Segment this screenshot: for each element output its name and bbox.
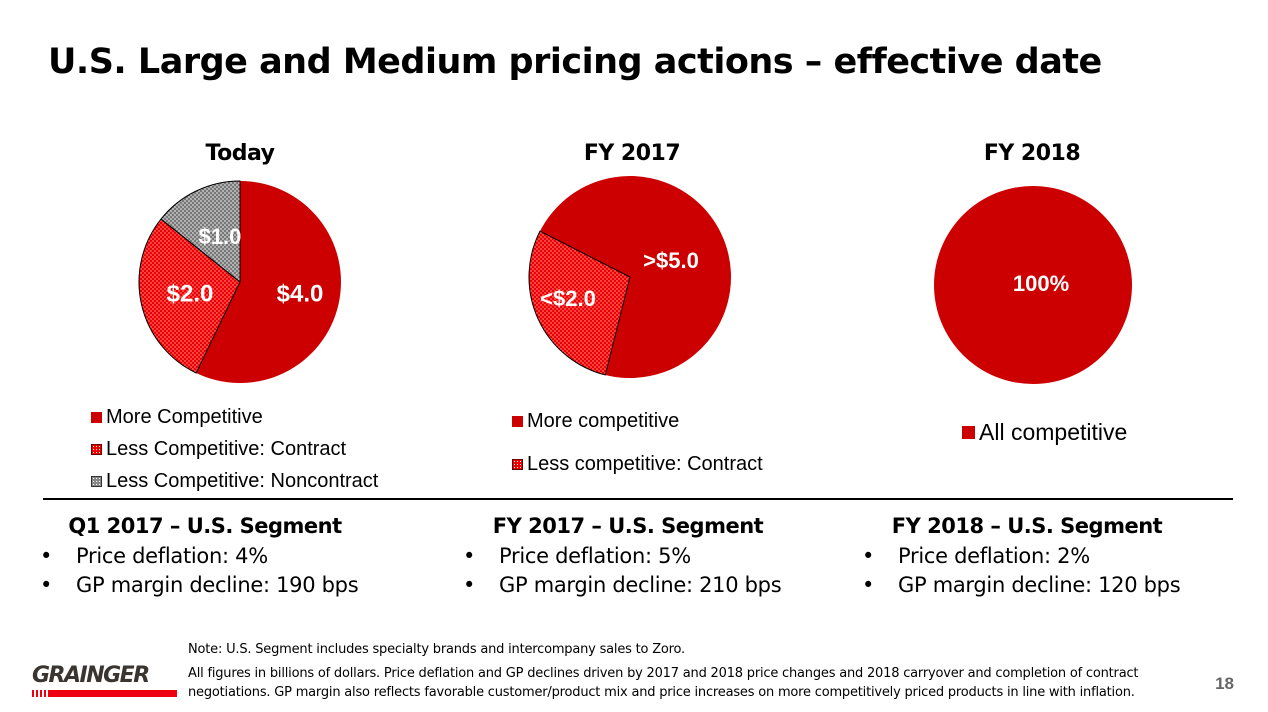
bullet: Price deflation: 5% (463, 542, 793, 571)
legend-swatch (512, 416, 523, 427)
segment-fy2018: FY 2018 – U.S. Segment Price deflation: … (862, 514, 1192, 600)
data-label: <$2.0 (540, 286, 596, 311)
legend-label: More Competitive (106, 406, 263, 428)
grainger-logo: GRAINGER (32, 664, 177, 697)
legend-label: More competitive (527, 410, 680, 432)
bullet: GP margin decline: 120 bps (862, 571, 1192, 600)
note-line: negotiations. GP margin also reflects fa… (188, 685, 1135, 700)
legend-swatch (962, 426, 975, 439)
pie-slice (934, 186, 1132, 384)
legend-swatch (91, 412, 102, 423)
legend-swatch (91, 476, 102, 487)
legend-item: More competitive (512, 410, 679, 433)
segment-q1-2017: Q1 2017 – U.S. Segment Price deflation: … (40, 514, 370, 600)
bullet: Price deflation: 4% (40, 542, 370, 571)
legend-swatch (91, 444, 102, 455)
data-label: 100% (1013, 271, 1069, 296)
pie-fy2017: >$5.0 <$2.0 (528, 176, 732, 378)
pie-slice (540, 176, 732, 378)
pie-slice (138, 218, 241, 374)
bullet: GP margin decline: 210 bps (463, 571, 793, 600)
bullet: Price deflation: 2% (862, 542, 1192, 571)
legend-label: Less Competitive: Contract (106, 438, 347, 460)
chart-title-fy2018: FY 2018 (983, 141, 1081, 166)
chart-title-today: Today (205, 141, 275, 166)
note-line: Note: U.S. Segment includes specialty br… (188, 642, 685, 657)
divider (43, 498, 1233, 500)
data-label: $2.0 (167, 280, 214, 307)
note-line: All figures in billions of dollars. Pric… (188, 666, 1139, 681)
legend-item: Less competitive: Contract (512, 453, 763, 476)
pie-charts: $4.0 $2.0 $1.0 >$5.0 <$2.0 100% (138, 176, 1132, 384)
data-label: >$5.0 (643, 248, 699, 273)
legend-item: Less Competitive: Noncontract (91, 470, 378, 493)
page-number: 18 (1215, 674, 1234, 693)
legend-item: More Competitive (91, 406, 263, 429)
segment-title: Q1 2017 – U.S. Segment (68, 514, 342, 538)
legend-item: All competitive (962, 419, 1127, 446)
data-label: $1.0 (199, 224, 242, 249)
pie-fy2018: 100% (934, 186, 1132, 384)
segment-title: FY 2017 – U.S. Segment (492, 514, 764, 538)
pie-slice (528, 230, 631, 376)
legend-item: Less Competitive: Contract (91, 438, 346, 461)
legend-swatch (512, 459, 523, 470)
pie-today: $4.0 $2.0 $1.0 (138, 180, 342, 383)
legend-label: Less Competitive: Noncontract (106, 470, 379, 492)
segment-title: FY 2018 – U.S. Segment (891, 514, 1163, 538)
bullet: GP margin decline: 190 bps (40, 571, 370, 600)
page-title: U.S. Large and Medium pricing actions – … (48, 42, 1102, 82)
legend-label: Less competitive: Contract (527, 453, 763, 475)
pie-slice (196, 181, 342, 383)
chart-title-fy2017: FY 2017 (583, 141, 681, 166)
legend-label: All competitive (979, 419, 1128, 445)
pie-slice (160, 180, 241, 284)
data-label: $4.0 (277, 280, 324, 307)
segment-fy2017: FY 2017 – U.S. Segment Price deflation: … (463, 514, 793, 600)
